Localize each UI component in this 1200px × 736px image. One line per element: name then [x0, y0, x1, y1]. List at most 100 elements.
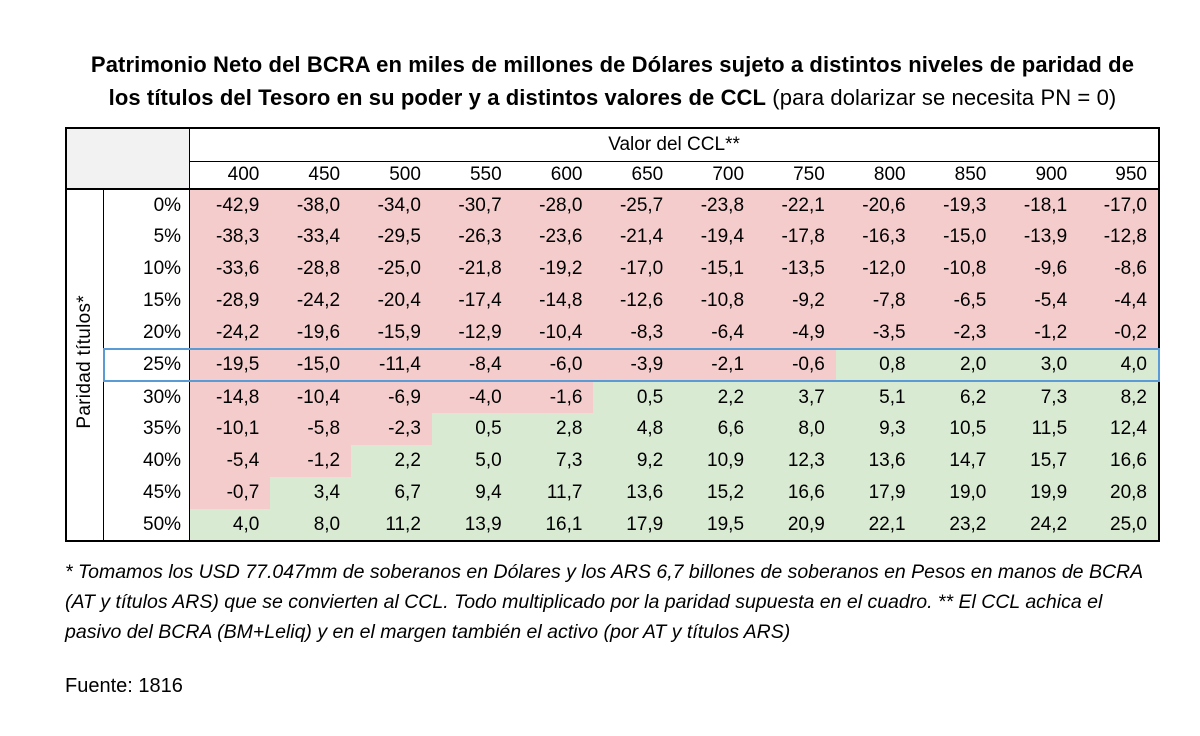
table-cell: 12,4	[1078, 413, 1159, 445]
table-cell: 16,6	[755, 477, 836, 509]
table-cell: 13,6	[835, 445, 917, 477]
table-row: 15% -28,9 -24,2 -20,4 -17,4 -14,8 -12,6 -10,8 -9…	[66, 285, 1159, 317]
report-page: Patrimonio Neto del BCRA en miles de mil…	[65, 48, 1160, 697]
table-cell: -17,0	[1078, 189, 1159, 221]
pn-table: Valor del CCL** 400 450 500 550 600 650 700 750…	[65, 127, 1160, 542]
table-cell: -12,8	[1078, 221, 1159, 253]
table-cell: -8,3	[593, 317, 675, 349]
table-cell: 10,9	[674, 445, 756, 477]
table-cell: -21,4	[593, 221, 675, 253]
table-cell: -20,6	[835, 189, 917, 221]
title-text-bold: los títulos del Tesoro en su poder y a d…	[108, 85, 767, 110]
table-cell: 2,2	[351, 445, 432, 477]
table-row: 50% 4,0 8,0 11,2 13,9 16,1 17,9 19,5 20,9 22,1 23,…	[66, 509, 1159, 541]
table-cell: -14,8	[512, 285, 594, 317]
table-cell: 10,5	[916, 413, 998, 445]
pn-table-body: Paridad títulos* 0% -42,9 -38,0 -34,0 -30,7 -2…	[66, 189, 1160, 541]
table-cell: -9,2	[755, 285, 836, 317]
table-cell: 9,2	[593, 445, 675, 477]
table-cell: -19,6	[270, 317, 352, 349]
table-cell: -0,6	[755, 348, 836, 382]
table-cell: 23,2	[916, 509, 998, 541]
table-cell: -15,9	[351, 317, 432, 349]
table-cell: -1,2	[270, 445, 352, 477]
table-cell: 16,1	[512, 509, 594, 541]
table-cell: 22,1	[835, 509, 917, 541]
title-text-normal: (para dolarizar se necesita PN = 0)	[766, 85, 1117, 110]
table-cell: -4,4	[1078, 285, 1159, 317]
table-cell: -8,4	[431, 348, 513, 382]
table-cell: 6,7	[351, 477, 432, 509]
table-cell: -26,3	[431, 221, 513, 253]
table-cell: 3,4	[270, 477, 352, 509]
table-row: 30% -14,8 -10,4 -6,9 -4,0 -1,6 0,5 2,2 3,7 5,1 6,2…	[66, 381, 1159, 413]
table-cell: -18,1	[997, 189, 1079, 221]
column-header: 650	[593, 161, 675, 190]
title-line-1: Patrimonio Neto del BCRA en miles de mil…	[65, 48, 1160, 81]
table-cell: 19,5	[674, 509, 756, 541]
table-cell: -0,2	[1078, 317, 1159, 349]
table-cell: -10,4	[512, 317, 594, 349]
table-cell: 11,5	[997, 413, 1079, 445]
table-cell: 4,0	[189, 509, 271, 541]
table-cell: -10,8	[916, 253, 998, 285]
table-cell: -12,6	[593, 285, 675, 317]
table-cell: -19,2	[512, 253, 594, 285]
table-cell: 5,1	[835, 381, 917, 413]
table-cell: -9,6	[997, 253, 1079, 285]
col-group-header: Valor del CCL**	[189, 128, 1159, 162]
table-cell: -4,0	[431, 381, 513, 413]
row-header: 10%	[103, 253, 191, 285]
column-header: 700	[674, 161, 756, 190]
table-cell: 14,7	[916, 445, 998, 477]
title-text-bold: Patrimonio Neto del BCRA en miles de mil…	[90, 52, 1135, 77]
column-header: 800	[835, 161, 917, 190]
table-cell: -17,0	[593, 253, 675, 285]
row-header: 20%	[103, 317, 191, 349]
table-cell: -23,6	[512, 221, 594, 253]
table-cell: -16,3	[835, 221, 917, 253]
footnote: * Tomamos los USD 77.047mm de soberanos …	[65, 561, 1143, 644]
row-header: 0%	[103, 189, 191, 221]
table-cell: -15,0	[916, 221, 998, 253]
column-header: 500	[351, 161, 432, 190]
row-header: 35%	[103, 413, 191, 445]
table-cell: -38,0	[270, 189, 352, 221]
table-cell: -10,4	[270, 381, 352, 413]
table-cell: 3,0	[997, 348, 1079, 382]
table-cell: -7,8	[835, 285, 917, 317]
table-row: Paridad títulos* 0% -42,9 -38,0 -34,0 -30,7 -2…	[66, 189, 1159, 541]
table-cell: -11,4	[351, 348, 432, 382]
table-cell: -25,7	[593, 189, 675, 221]
row-header: 45%	[103, 477, 191, 509]
table-cell: 17,9	[835, 477, 917, 509]
table-cell: -33,4	[270, 221, 352, 253]
table-cell: -19,3	[916, 189, 998, 221]
table-cell: -5,4	[189, 445, 271, 477]
table-cell: -13,5	[755, 253, 836, 285]
table-cell: -24,2	[189, 317, 271, 349]
table-cell: -25,0	[351, 253, 432, 285]
table-cell: -12,0	[835, 253, 917, 285]
column-header: 900	[997, 161, 1079, 190]
table-cell: -20,4	[351, 285, 432, 317]
table-cell: -15,0	[270, 348, 352, 382]
title-line-2: los títulos del Tesoro en su poder y a d…	[65, 81, 1160, 114]
table-cell: -42,9	[189, 189, 271, 221]
row-header: 40%	[103, 445, 191, 477]
pn-table-head: Valor del CCL** 400 450 500 550 600 650 700 750…	[66, 128, 1159, 190]
table-row: 35% -10,1 -5,8 -2,3 0,5 2,8 4,8 6,6 8,0 9,3 10,5 11…	[66, 413, 1159, 445]
table-row: 25% -19,5 -15,0 -11,4 -8,4 -6,0 -3,9 -2,1 -0,6 0,…	[66, 348, 1160, 382]
table-cell: 0,8	[835, 348, 917, 382]
table-cell: -17,8	[755, 221, 836, 253]
table-cell: -10,1	[189, 413, 271, 445]
table-cell: 2,0	[916, 348, 998, 382]
column-header: 950	[1078, 161, 1159, 190]
table-cell: 19,9	[997, 477, 1079, 509]
table-cell: -6,5	[916, 285, 998, 317]
group-header-row: Valor del CCL**	[66, 128, 1159, 190]
table-cell: -19,5	[189, 348, 271, 382]
table-cell: -19,4	[674, 221, 756, 253]
corner-cell	[66, 128, 191, 190]
table-cell: -23,8	[674, 189, 756, 221]
